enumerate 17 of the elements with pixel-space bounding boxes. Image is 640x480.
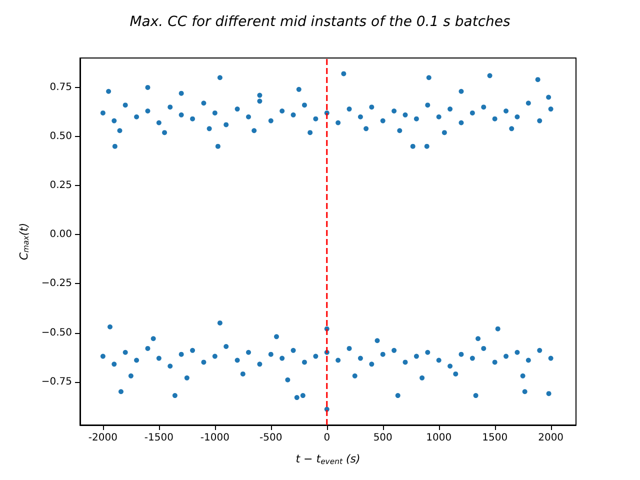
y-tick-label: −0.75 xyxy=(41,376,72,388)
x-tick-label: 1000 xyxy=(426,432,452,444)
y-tick-label: 0.25 xyxy=(50,180,72,192)
x-tick-label: 0 xyxy=(324,432,330,444)
x-tick-label: -2000 xyxy=(88,432,118,444)
y-tick-label: 0.75 xyxy=(50,82,72,93)
y-tick-label: −0.25 xyxy=(41,278,72,290)
x-tick-label: 500 xyxy=(373,432,392,444)
x-tick-label: -1500 xyxy=(144,432,174,444)
x-tick-label: -1000 xyxy=(200,432,230,444)
x-tick-label: -500 xyxy=(260,432,282,444)
y-tick-label: −0.50 xyxy=(41,327,72,338)
chart-title: Max. CC for different mid instants of the 0.1 s batches xyxy=(130,14,510,30)
x-tick-label: 1500 xyxy=(482,432,508,444)
y-tick-label: 0.50 xyxy=(50,131,72,142)
y-tick-label: 0.00 xyxy=(50,229,72,240)
x-tick-label: 2000 xyxy=(538,432,564,444)
